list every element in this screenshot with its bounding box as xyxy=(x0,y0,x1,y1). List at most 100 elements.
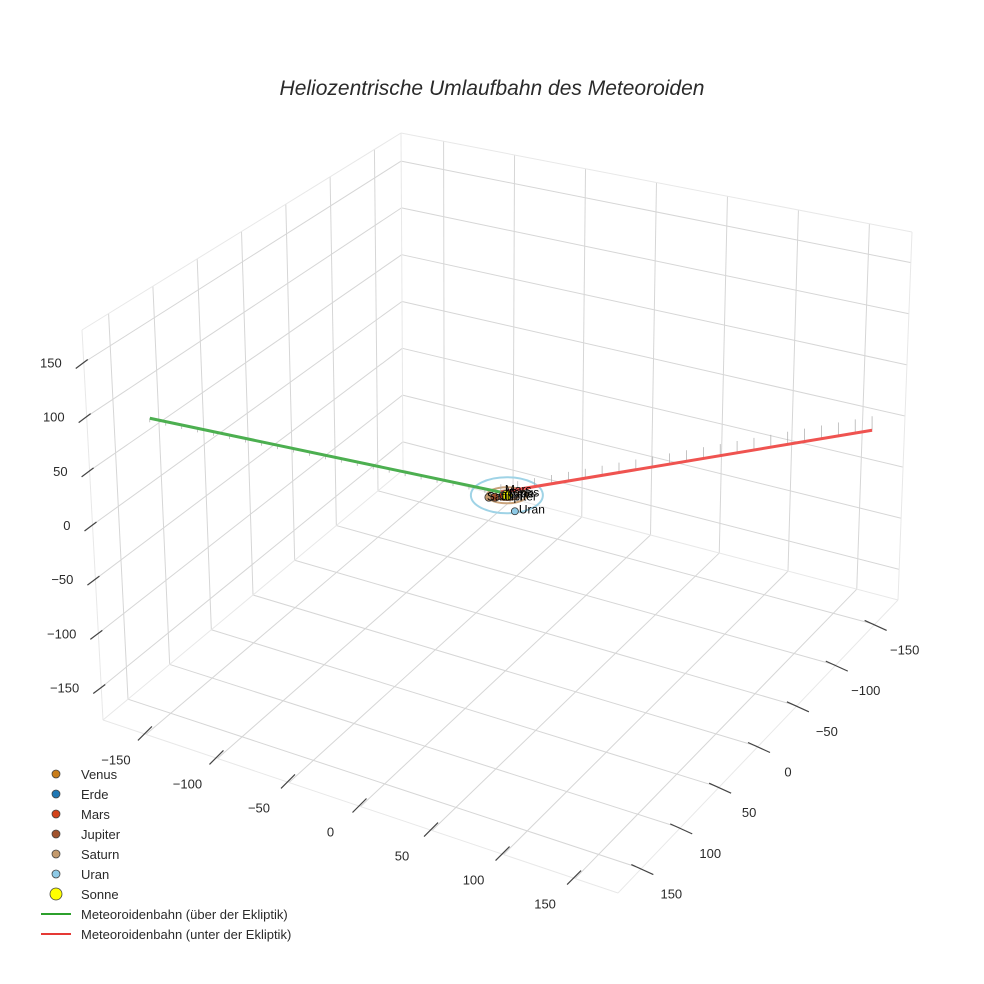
y-tick xyxy=(864,619,887,631)
y-tick-label: −150 xyxy=(890,642,919,657)
z-tick-label: −150 xyxy=(50,681,79,696)
y-tick xyxy=(786,701,810,713)
y-tick-label: 100 xyxy=(699,846,721,861)
legend-label: Meteoroidenbahn (unter der Ekliptik) xyxy=(81,927,291,942)
legend-marker-icon xyxy=(49,887,63,901)
wall-gridline xyxy=(401,160,911,264)
wall-gridline xyxy=(83,160,402,363)
z-tick xyxy=(89,629,103,640)
legend-marker-icon xyxy=(51,809,61,819)
wall-gridline xyxy=(401,301,906,417)
legend-item-meteoroidenbahn-ber-der-ekliptik-[interactable]: Meteoroidenbahn (über der Ekliptik) xyxy=(41,907,288,922)
mars-label: Mars xyxy=(505,482,532,496)
box-edge xyxy=(400,132,913,233)
saturn-label: Saturn xyxy=(487,489,522,503)
y-tick-label: −100 xyxy=(851,683,880,698)
meteoroid-path-below[interactable] xyxy=(500,428,873,494)
z-tick xyxy=(87,575,100,586)
chart-title: Heliozentrische Umlaufbahn des Meteoroid… xyxy=(280,77,705,100)
box-edge xyxy=(400,132,404,471)
jupiter-marker[interactable] xyxy=(490,492,500,502)
z-tick xyxy=(84,521,97,532)
legend[interactable]: Venus Erde Mars Jupiter Saturn Uran Sonne Meteo… xyxy=(41,767,291,942)
floor-gridline-y xyxy=(211,629,720,788)
z-tick-label: −50 xyxy=(51,572,73,587)
x-tick xyxy=(209,750,224,765)
y-tick xyxy=(631,864,654,876)
legend-item-jupiter[interactable]: Jupiter xyxy=(51,827,121,842)
wall-gridline xyxy=(152,286,171,665)
uran-marker[interactable] xyxy=(510,507,519,516)
legend-marker-icon xyxy=(51,789,61,799)
y-tick xyxy=(669,823,693,835)
z-tick xyxy=(81,467,94,478)
venus-label: Venus xyxy=(506,485,539,499)
wall-gridline xyxy=(401,207,909,315)
legend-item-erde[interactable]: Erde xyxy=(51,787,108,802)
box-edge xyxy=(102,719,619,894)
legend-label: Sonne xyxy=(81,887,119,902)
wall-gridline xyxy=(86,207,402,418)
z-tick-label: 100 xyxy=(43,410,65,425)
x-tick xyxy=(280,774,296,789)
legend-item-sonne[interactable]: Sonne xyxy=(49,887,119,902)
legend-item-venus[interactable]: Venus xyxy=(51,767,118,782)
x-tick-label: 0 xyxy=(327,825,334,840)
legend-item-uran[interactable]: Uran xyxy=(51,867,109,882)
x-tick-label: 150 xyxy=(534,897,556,912)
floor-gridline-x xyxy=(431,552,720,831)
x-tick xyxy=(566,870,582,886)
legend-item-meteoroidenbahn-unter-der-ekliptik-[interactable]: Meteoroidenbahn (unter der Ekliptik) xyxy=(41,927,291,942)
grid-layer xyxy=(81,132,913,894)
legend-label: Erde xyxy=(81,787,108,802)
z-tick-label: 50 xyxy=(53,464,67,479)
box-edge xyxy=(897,231,913,601)
box-edge xyxy=(81,132,402,331)
meteoroid-path-above[interactable] xyxy=(149,416,502,494)
legend-label: Uran xyxy=(81,867,109,882)
floor-gridline-y xyxy=(127,698,642,870)
x-tick-label: −100 xyxy=(173,776,202,791)
z-tick xyxy=(78,413,92,424)
z-tick-label: 150 xyxy=(40,356,62,371)
x-tick-label: −50 xyxy=(248,800,270,815)
uran-orbit xyxy=(469,476,544,515)
box-edge xyxy=(402,469,899,601)
sonne-marker[interactable] xyxy=(501,489,513,501)
y-tick xyxy=(825,660,849,672)
axis-ticks: −150 −100 −50 0 50 100 150 −150 −100 −50 0 50 100 150… xyxy=(40,356,919,912)
x-tick xyxy=(495,846,510,861)
x-tick-label: 100 xyxy=(463,873,485,888)
wall-gridline xyxy=(108,313,129,700)
jupiter-label: Jupiter xyxy=(501,489,537,503)
legend-marker-icon xyxy=(51,769,61,779)
legend-label: Saturn xyxy=(81,847,119,862)
wall-gridline xyxy=(718,196,728,554)
box-edge xyxy=(102,469,404,721)
floor-gridline-y xyxy=(169,663,681,829)
y-tick-label: 50 xyxy=(742,805,756,820)
legend-label: Venus xyxy=(81,767,118,782)
legend-item-mars[interactable]: Mars xyxy=(51,807,110,822)
wall-gridline xyxy=(196,258,212,630)
x-tick xyxy=(423,822,439,837)
legend-label: Jupiter xyxy=(81,827,121,842)
y-tick xyxy=(747,741,771,754)
wall-gridline xyxy=(89,254,403,472)
legend-item-saturn[interactable]: Saturn xyxy=(51,847,119,862)
erde-label: Erde xyxy=(509,486,535,500)
x-tick xyxy=(137,725,153,741)
z-tick-label: 0 xyxy=(63,518,70,533)
floor-gridline-x xyxy=(574,588,858,879)
y-tick-label: 0 xyxy=(784,765,791,780)
legend-marker-icon xyxy=(51,869,61,879)
wall-gridline xyxy=(787,209,799,572)
wall-gridline xyxy=(92,301,403,526)
wall-gridline xyxy=(856,223,870,590)
legend-label: Meteoroidenbahn (über der Ekliptik) xyxy=(81,907,288,922)
z-tick-label: −100 xyxy=(47,626,76,641)
uran-label: Uran xyxy=(519,502,545,516)
y-tick-label: 150 xyxy=(660,887,682,902)
